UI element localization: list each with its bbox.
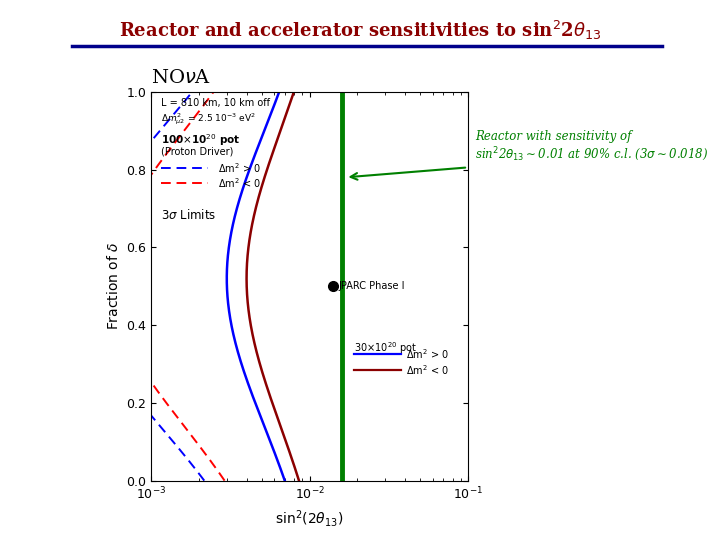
Text: NO$\nu$A: NO$\nu$A <box>151 70 212 87</box>
X-axis label: sin$^{2}$(2$\theta_{13}$): sin$^{2}$(2$\theta_{13}$) <box>276 508 343 529</box>
Text: $\Delta$m$^{2}$ < 0: $\Delta$m$^{2}$ < 0 <box>406 363 449 377</box>
Text: $\Delta$m$^{2}$ > 0: $\Delta$m$^{2}$ > 0 <box>406 347 449 361</box>
Text: $\Delta$m$^{2}$ < 0: $\Delta$m$^{2}$ < 0 <box>218 176 261 190</box>
Text: $\Delta$m$^{2}$ > 0: $\Delta$m$^{2}$ > 0 <box>218 161 261 174</box>
Text: (Proton Driver): (Proton Driver) <box>161 146 233 156</box>
Text: L = 810 km, 10 km off: L = 810 km, 10 km off <box>161 98 270 107</box>
Text: Reactor with sensitivity of
sin$^{2}$2$\theta_{13}\sim$0.01 at 90% c.l. (3$\sigm: Reactor with sensitivity of sin$^{2}$2$\… <box>475 130 708 163</box>
Text: 3$\sigma$ Limits: 3$\sigma$ Limits <box>161 208 216 222</box>
Y-axis label: Fraction of $\delta$: Fraction of $\delta$ <box>106 242 121 330</box>
Text: $\Delta m_{\mu2}^{2}$ = 2.5 10$^{-3}$ eV$^{2}$: $\Delta m_{\mu2}^{2}$ = 2.5 10$^{-3}$ eV… <box>161 111 256 127</box>
Text: 100$\times$10$^{20}$ pot: 100$\times$10$^{20}$ pot <box>161 133 240 149</box>
Text: JPARC Phase I: JPARC Phase I <box>338 281 405 291</box>
Text: Reactor and accelerator sensitivities to sin$^{2}$2$\theta_{13}$: Reactor and accelerator sensitivities to… <box>119 19 601 42</box>
Text: 30$\times$10$^{20}$ pot: 30$\times$10$^{20}$ pot <box>354 341 417 356</box>
